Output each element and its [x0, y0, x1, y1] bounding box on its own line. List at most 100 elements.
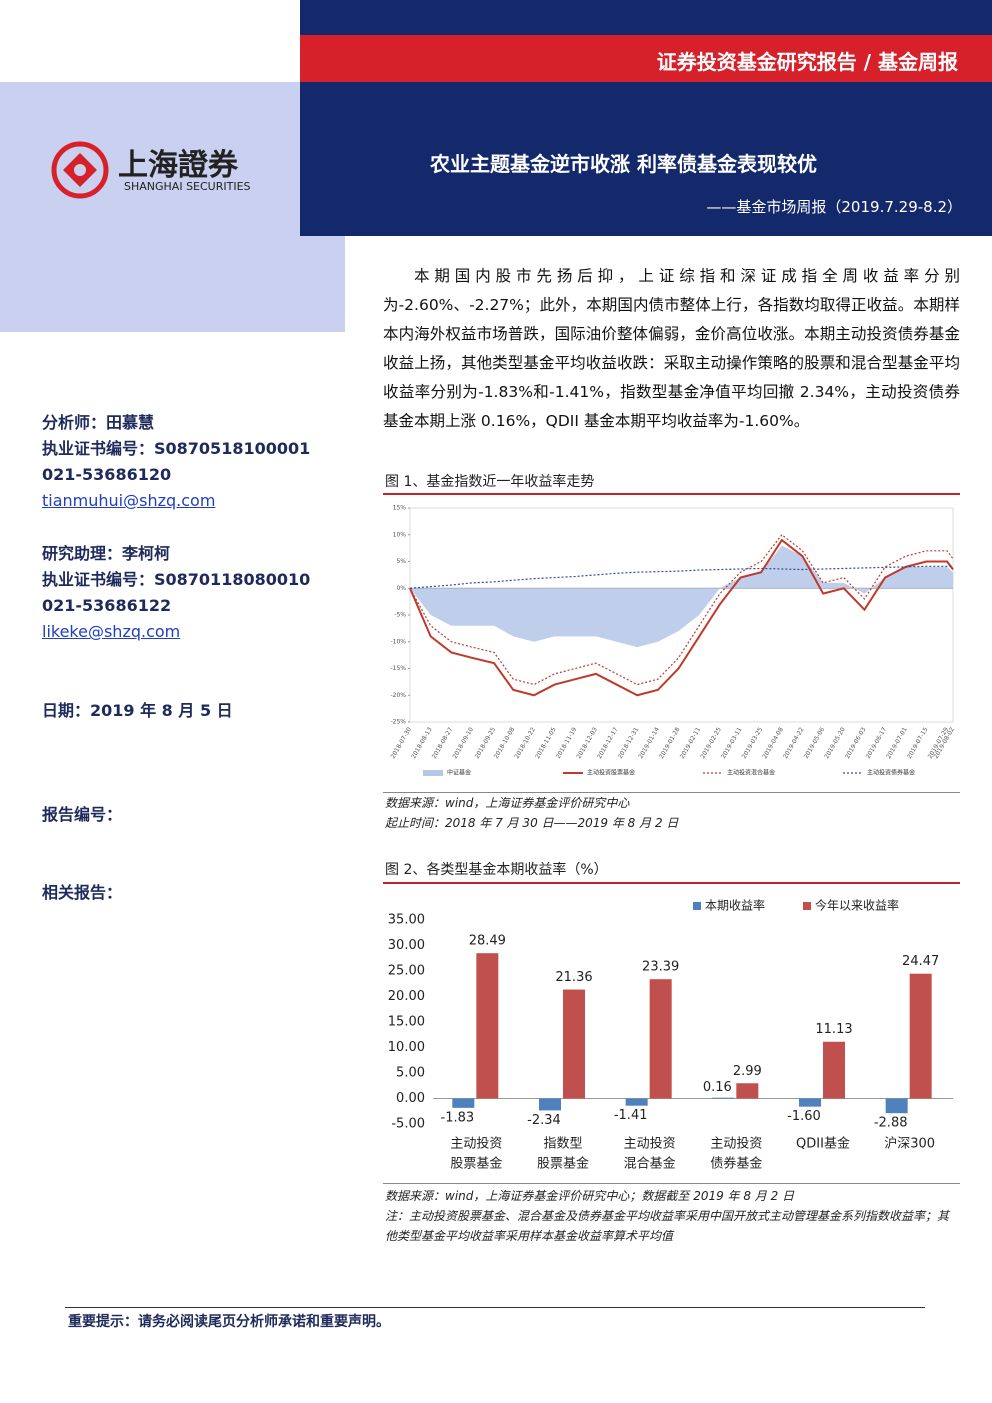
y-tick-label: 25.00	[388, 964, 425, 979]
x-tick-label: 混合基金	[624, 1156, 676, 1172]
source: 起止时间：2018 年 7 月 30 日——2019 年 8 月 2 日	[385, 816, 679, 830]
legend-label: 主动投资债券基金	[867, 769, 915, 777]
y-tick-label: 5.00	[396, 1066, 425, 1081]
value-label: -1.41	[614, 1108, 648, 1123]
x-tick-label: 2019-04-08	[761, 726, 785, 760]
bar	[885, 1098, 908, 1114]
legend-label: 今年以来收益率	[815, 898, 899, 913]
value-label: 0.16	[703, 1080, 732, 1095]
x-tick-label: 2018-08-27	[431, 726, 455, 760]
x-tick-label: 主动投资	[710, 1136, 762, 1152]
email[interactable]: likeke@shzq.com	[42, 622, 181, 641]
value-label: 23.39	[642, 960, 679, 975]
x-tick-label: 主动投资	[450, 1136, 502, 1152]
legend-label: 中证基金	[447, 769, 471, 777]
related: 相关报告：	[42, 883, 123, 902]
y-tick-label: 15%	[393, 505, 407, 512]
bar	[476, 953, 499, 1099]
x-tick-label: 主动投资	[624, 1136, 676, 1152]
source: 数据来源：wind，上海证券基金评价研究中心	[385, 796, 630, 810]
x-tick-label: 2018-11-05	[534, 726, 558, 760]
bar	[799, 1098, 821, 1107]
x-tick-label: 2019-01-28	[658, 726, 682, 760]
x-tick-label: 指数型	[543, 1137, 582, 1152]
x-tick-label: 2019-07-01	[885, 726, 909, 760]
value-label: -1.60	[787, 1109, 821, 1124]
x-tick-label: 2018-07-30	[390, 726, 414, 760]
contact-line: 研究助理：李柯柯	[42, 544, 171, 563]
legend-label: 主动投资股票基金	[587, 769, 635, 777]
assistant-block: 研究助理：李柯柯 执业证书编号：S0870118080010 021-5368612…	[42, 541, 310, 645]
contact-line: 执业证书编号：S0870118080010	[42, 570, 311, 589]
caption-rule	[383, 882, 960, 884]
x-tick-label: 2018-10-08	[493, 726, 517, 760]
bar	[823, 1041, 845, 1099]
logo-english: SHANGHAI SECURITIES	[124, 180, 251, 193]
value-label: 11.13	[815, 1022, 852, 1037]
y-tick-label: -5.00	[391, 1117, 425, 1132]
email[interactable]: tianmuhui@shzq.com	[42, 491, 216, 510]
contact-line: 执业证书编号：S0870518100001	[42, 439, 311, 458]
x-tick-label: 2018-10-22	[513, 726, 537, 760]
line	[409, 533, 954, 686]
y-tick-label: 35.00	[388, 913, 425, 928]
footer-rule	[65, 1307, 925, 1308]
legend-swatch	[423, 770, 443, 776]
figure-caption: 图 2、各类型基金本期收益率（%）	[385, 862, 608, 878]
y-tick-label: 5%	[396, 558, 406, 565]
value-label: 2.99	[733, 1064, 762, 1079]
figure-caption: 图 1、基金指数近一年收益率走势	[385, 474, 595, 490]
banner-band	[300, 35, 992, 82]
legend-label: 本期收益率	[705, 898, 765, 913]
x-tick-label: 2018-08-13	[410, 726, 434, 760]
line	[409, 565, 954, 589]
legend-label: 主动投资混合基金	[727, 769, 775, 777]
x-tick-label: 债券基金	[710, 1156, 762, 1172]
subtitle: ——基金市场周报（2019.7.29-8.2）	[706, 198, 962, 216]
bar	[625, 1098, 648, 1106]
side-panel	[0, 82, 345, 332]
x-tick-label: 2019-04-22	[782, 726, 806, 760]
source-rule	[383, 1183, 960, 1184]
analyst-block: 分析师：田慕慧执业证书编号：S0870518100001 021-53686120…	[42, 410, 310, 514]
bar	[649, 979, 672, 1099]
x-tick-label: 2019-03-11	[720, 726, 744, 760]
line-chart: 15%10%5%0%-5%-10%-15%-20%-25%2018-07-302…	[390, 505, 957, 777]
x-tick-label: 2018-12-17	[596, 726, 620, 760]
title: 农业主题基金逆市收涨 利率债基金表现较优	[430, 152, 817, 176]
y-tick-label: -10%	[390, 638, 406, 645]
contact-line: 021-53686120	[42, 465, 172, 484]
x-tick-label: 2019-07-15	[906, 726, 930, 760]
y-tick-label: 10.00	[388, 1040, 425, 1055]
value-label: -1.83	[441, 1110, 475, 1125]
y-tick-label: -20%	[390, 692, 406, 699]
body-text: 本期国内股市先扬后抑，上证综指和深证成指全周收益率分别为-2.60%、-2.27…	[383, 267, 960, 430]
contact-line: 分析师：田慕慧	[42, 413, 155, 432]
bar	[539, 1098, 561, 1111]
banner: 证券投资基金研究报告 / 基金周报	[656, 50, 958, 74]
x-tick-label: 2018-11-19	[555, 726, 579, 760]
y-tick-label: 10%	[393, 531, 407, 538]
x-tick-label: 2019-03-25	[741, 726, 765, 760]
x-tick-label: 2018-12-03	[575, 726, 599, 760]
bar	[909, 973, 932, 1099]
x-tick-label: QDII基金	[796, 1136, 850, 1152]
note: 注：主动投资股票基金、混合基金及债券基金平均收益率采用中国开放式主动管理基金系列…	[385, 1209, 950, 1243]
line	[409, 538, 954, 697]
x-tick-label: 2019-06-03	[844, 726, 868, 760]
bar	[712, 1097, 735, 1099]
source: 数据来源：wind，上海证券基金评价研究中心；数据截至 2019 年 8 月 2…	[385, 1189, 795, 1203]
source-rule	[383, 792, 960, 793]
legend-swatch	[693, 902, 701, 910]
date: 日期：2019 年 8 月 5 日	[42, 701, 233, 720]
x-tick-label: 2019-01-14	[637, 726, 661, 760]
y-tick-label: 15.00	[388, 1015, 425, 1030]
x-tick-label: 沪深300	[884, 1136, 935, 1152]
value-label: 28.49	[469, 934, 506, 949]
caption-rule	[383, 493, 960, 495]
y-tick-label: -15%	[390, 665, 406, 672]
y-tick-label: 0%	[396, 585, 406, 592]
report-no: 报告编号：	[42, 805, 123, 824]
y-tick-label: 20.00	[388, 989, 425, 1004]
